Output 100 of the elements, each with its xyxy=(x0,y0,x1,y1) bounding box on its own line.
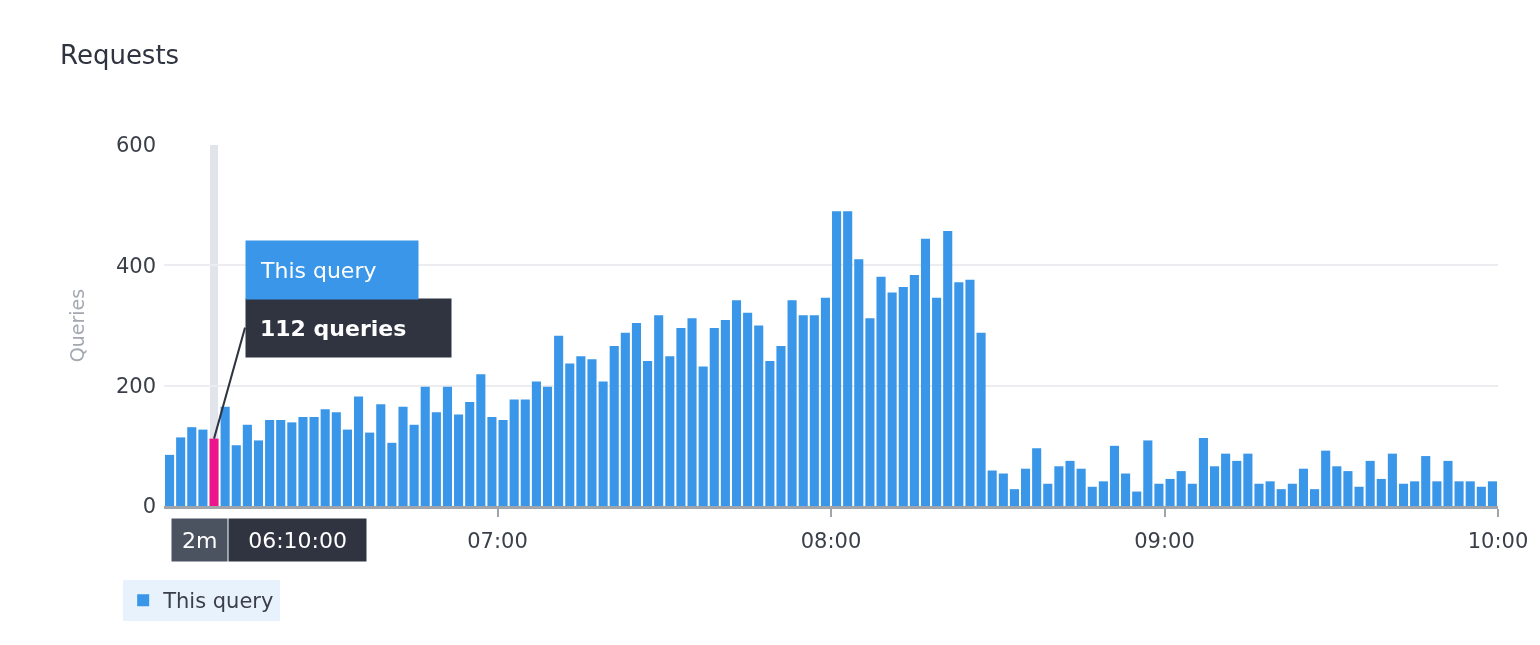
bar xyxy=(576,356,586,506)
bar xyxy=(1443,460,1453,506)
bar xyxy=(620,332,630,506)
bar xyxy=(1209,466,1220,506)
bar xyxy=(220,406,230,506)
bar xyxy=(387,442,397,506)
y-tick-label: 0 xyxy=(142,494,156,519)
bar xyxy=(1343,471,1353,506)
bar xyxy=(854,259,864,506)
bar xyxy=(1321,450,1331,506)
bar xyxy=(409,424,419,506)
bar xyxy=(1365,460,1375,506)
bar xyxy=(1265,481,1275,506)
bar xyxy=(476,374,486,506)
bar xyxy=(365,432,375,506)
bar xyxy=(865,318,875,506)
bar xyxy=(765,361,775,506)
bar xyxy=(665,356,675,506)
bar xyxy=(1143,440,1153,506)
x-tick-label: 07:00 xyxy=(467,529,528,554)
bar xyxy=(1454,481,1464,506)
bar xyxy=(787,300,797,506)
bar xyxy=(531,381,541,506)
bar xyxy=(720,320,730,506)
bar xyxy=(1298,468,1309,506)
bar xyxy=(998,473,1008,506)
text: 2m xyxy=(181,527,218,553)
bar xyxy=(276,419,286,506)
bar xyxy=(1254,483,1264,506)
bar xyxy=(165,454,175,506)
y-axis-title: Queries xyxy=(65,288,88,363)
bar xyxy=(1354,486,1364,506)
legend-label: This query xyxy=(162,589,274,614)
bar xyxy=(1410,481,1420,506)
bar xyxy=(265,419,275,506)
bar xyxy=(1065,460,1075,506)
bar xyxy=(976,332,986,506)
bar xyxy=(876,276,886,506)
bar xyxy=(743,312,753,506)
bar xyxy=(1376,478,1386,506)
bar xyxy=(676,327,686,506)
x-tick-label: 10:00 xyxy=(1467,529,1529,554)
bar xyxy=(1154,483,1164,506)
bar xyxy=(598,381,608,506)
bar xyxy=(1176,471,1186,506)
bar xyxy=(798,315,808,506)
bar xyxy=(331,412,341,506)
bar xyxy=(643,361,653,506)
x-tick-label: 08:00 xyxy=(800,529,862,554)
bar xyxy=(1398,483,1409,506)
annotation: 112 queries xyxy=(260,315,407,341)
bar xyxy=(1121,473,1131,506)
bar xyxy=(376,404,386,506)
bar xyxy=(1020,468,1031,506)
bar xyxy=(242,424,252,506)
bar xyxy=(820,297,830,506)
bar xyxy=(1165,478,1175,506)
text: 06:10:00 xyxy=(248,527,347,553)
bar xyxy=(932,297,942,506)
bar xyxy=(520,399,530,506)
bar xyxy=(909,274,919,506)
bar xyxy=(287,422,297,506)
bar xyxy=(1109,445,1120,506)
bar xyxy=(509,399,519,506)
bar xyxy=(709,327,719,506)
bar xyxy=(353,396,364,506)
y-tick-label: 400 xyxy=(115,253,156,278)
bar xyxy=(609,345,619,506)
bar xyxy=(442,386,453,506)
annotation: This query xyxy=(260,257,377,283)
bar xyxy=(587,359,597,506)
bar xyxy=(542,386,553,506)
bar xyxy=(465,401,475,506)
x-tick-label: 09:00 xyxy=(1134,529,1195,554)
y-tick-label: 200 xyxy=(115,374,156,399)
bar xyxy=(1198,438,1208,506)
bar xyxy=(1076,468,1086,506)
bar xyxy=(631,323,642,506)
bar xyxy=(965,279,975,506)
bar xyxy=(843,211,853,506)
bar xyxy=(498,419,508,506)
bar xyxy=(1476,486,1486,506)
bar xyxy=(398,406,408,506)
bar xyxy=(554,335,564,506)
bar xyxy=(420,386,430,506)
bar xyxy=(1087,486,1097,506)
bar xyxy=(1054,466,1064,506)
bar xyxy=(1032,448,1042,506)
bar xyxy=(1187,483,1197,506)
bar xyxy=(1332,466,1342,506)
bar xyxy=(187,427,197,506)
bar xyxy=(1432,481,1442,506)
bar xyxy=(887,292,897,506)
bar xyxy=(832,211,842,506)
y-tick-label: 600 xyxy=(115,133,156,158)
bar xyxy=(776,345,786,506)
bar xyxy=(487,416,497,506)
bar xyxy=(431,412,441,506)
bar xyxy=(253,440,264,506)
bar xyxy=(231,445,241,506)
